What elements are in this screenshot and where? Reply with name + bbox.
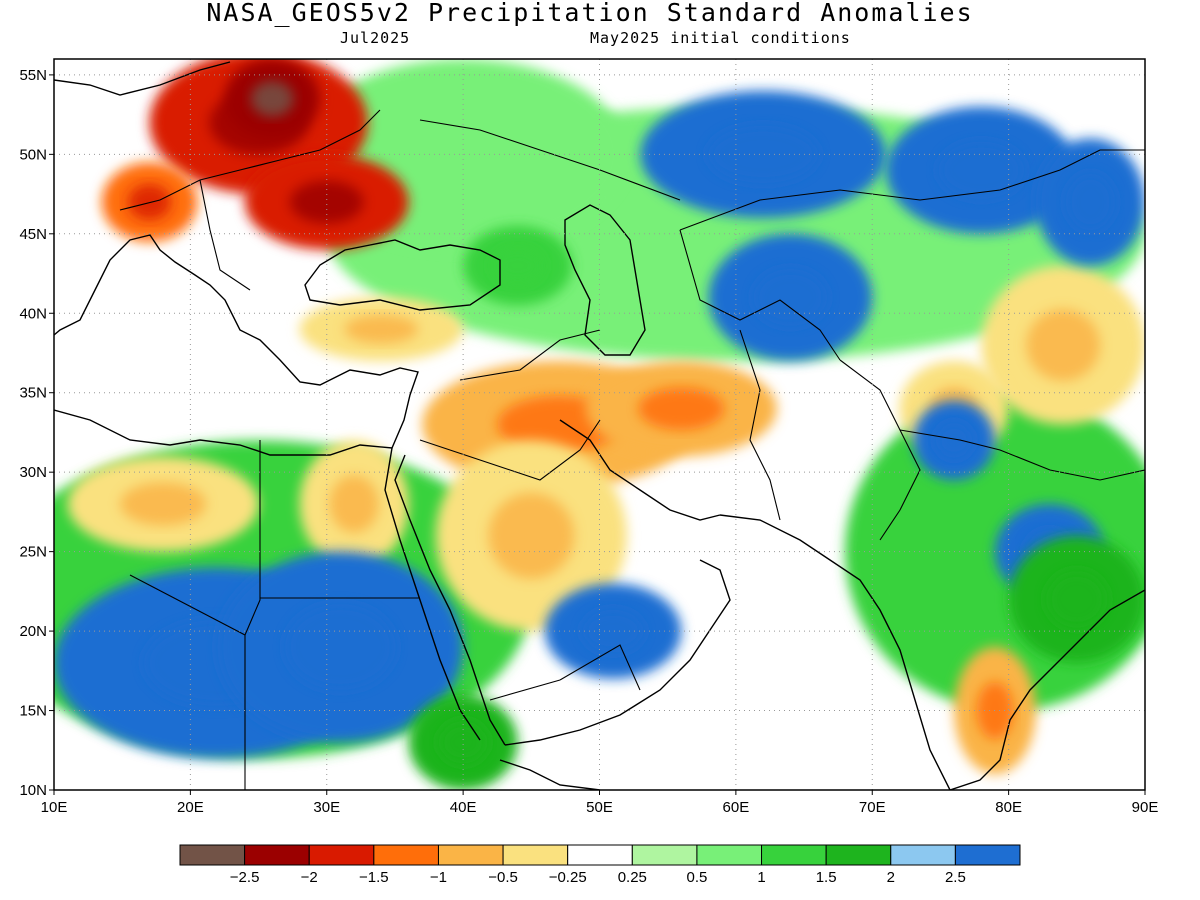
legend-swatch [437, 844, 504, 866]
legend-swatch [696, 844, 763, 866]
anomaly-core [488, 492, 575, 579]
persian-gulf-coast [559, 419, 721, 521]
legend-label: −2 [301, 869, 318, 886]
legend-label: 0.25 [618, 869, 647, 886]
anomaly-core [707, 125, 819, 183]
anomaly-core [1046, 570, 1108, 628]
legend-swatch [308, 844, 375, 866]
legend-label: −0.5 [488, 869, 518, 886]
legend-swatch [890, 844, 956, 866]
anomaly-core [438, 720, 488, 764]
anomaly-core [1065, 173, 1115, 231]
anomaly-core [120, 482, 207, 526]
india-east-coast [949, 589, 1145, 790]
init-conditions-label: May2025 initial conditions [590, 29, 851, 47]
anomaly-core [285, 604, 396, 690]
x-tick-label: 70E [859, 799, 886, 816]
y-tick-label: 20N [19, 623, 47, 640]
anomaly-core [250, 80, 294, 117]
anomaly-core [289, 180, 364, 224]
x-tick-label: 40E [450, 799, 477, 816]
y-tick-label: 40N [19, 305, 47, 322]
x-tick-label: 10E [41, 799, 68, 816]
x-tick-label: 30E [313, 799, 340, 816]
legend-swatch [244, 844, 310, 866]
anomaly-core [935, 422, 973, 459]
y-tick-label: 45N [19, 226, 47, 243]
anomaly-core [753, 268, 828, 326]
legend-swatch [373, 844, 439, 866]
y-tick-label: 55N [19, 67, 47, 84]
legend-swatch [825, 844, 892, 866]
anomaly-core [493, 247, 543, 284]
legend-swatch [567, 844, 633, 866]
valid-month-label: Jul2025 [340, 29, 411, 47]
baltic-coast [54, 61, 231, 96]
anomaly-core [329, 475, 379, 533]
legend-label: −1 [430, 869, 447, 886]
legend-swatch [631, 844, 698, 866]
black-sea-coast [304, 239, 501, 311]
red-sea-coast [394, 454, 506, 746]
anomaly-core [938, 141, 1025, 199]
x-tick-label: 60E [723, 799, 750, 816]
legend-label: 1 [757, 869, 765, 886]
legend-label: 1.5 [816, 869, 837, 886]
y-axis: 10N 15N 20N 25N 30N 35N 40N 45N 50N 55N [19, 67, 54, 799]
map-title: NASA_GEOS5v2 Precipitation Standard Anom… [206, 0, 974, 27]
legend-label: 0.5 [686, 869, 707, 886]
legend-swatch [761, 844, 827, 866]
red-sea-coast-west [384, 447, 481, 741]
coastlines [54, 61, 1145, 790]
arabia-south-coast [504, 559, 731, 746]
y-tick-label: 30N [19, 464, 47, 481]
anomaly-core [344, 314, 419, 344]
legend-swatch [954, 844, 1021, 866]
gulf-of-aden-coast [499, 759, 601, 790]
color-legend: −2.5 −2 −1.5 −1 −0.5 −0.25 0.25 0.5 1 1.5 2 2.5 [179, 844, 1021, 886]
legend-label: 2.5 [945, 869, 966, 886]
graticule [54, 59, 1145, 790]
mediterranean-coast [54, 234, 419, 456]
india-west-coast [719, 514, 951, 790]
x-tick-label: 50E [586, 799, 613, 816]
legend-label: −1.5 [359, 869, 389, 886]
anomaly-core [582, 609, 644, 653]
legend-label: −2.5 [230, 869, 260, 886]
anomaly-field [54, 59, 1145, 790]
legend-label: 2 [887, 869, 895, 886]
legend-swatch [502, 844, 569, 866]
caspian-coast [564, 204, 646, 356]
legend-swatch [179, 844, 246, 866]
x-tick-label: 80E [995, 799, 1022, 816]
y-tick-label: 35N [19, 385, 47, 402]
x-tick-label: 20E [177, 799, 204, 816]
anomaly-core [127, 184, 171, 220]
anomaly-core [1026, 309, 1100, 381]
x-axis: 10E 20E 30E 40E 50E 60E 70E 80E 90E [41, 790, 1159, 816]
y-tick-label: 15N [19, 703, 47, 720]
y-tick-label: 50N [19, 146, 47, 163]
y-tick-label: 25N [19, 544, 47, 561]
y-tick-label: 10N [19, 782, 47, 799]
anomaly-core [638, 387, 725, 431]
legend-label: −0.25 [549, 869, 587, 886]
x-tick-label: 90E [1132, 799, 1159, 816]
country-borders [119, 109, 1145, 790]
